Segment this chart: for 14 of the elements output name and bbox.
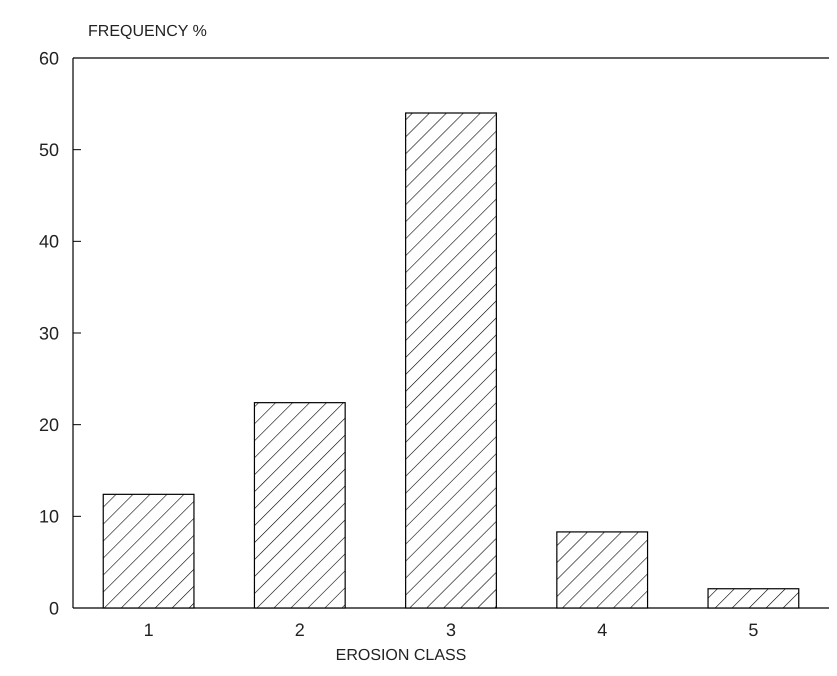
x-axis-title: EROSION CLASS: [336, 647, 466, 664]
x-tick-label: 4: [597, 620, 608, 640]
x-tick-label: 1: [144, 620, 154, 640]
y-tick-label: 0: [48, 598, 59, 618]
y-tick-label: 20: [38, 414, 59, 435]
y-tick-label: 10: [38, 506, 59, 527]
x-tick-label: 3: [446, 620, 456, 640]
x-tick-label: 5: [748, 620, 758, 640]
y-tick-label: 30: [38, 323, 59, 344]
y-tick-label: 40: [38, 232, 59, 252]
y-tick-label: 50: [38, 140, 59, 160]
y-axis-title: FREQUENCY %: [88, 23, 207, 40]
x-tick-label: 2: [294, 620, 305, 640]
y-tick-label: 60: [38, 48, 59, 68]
